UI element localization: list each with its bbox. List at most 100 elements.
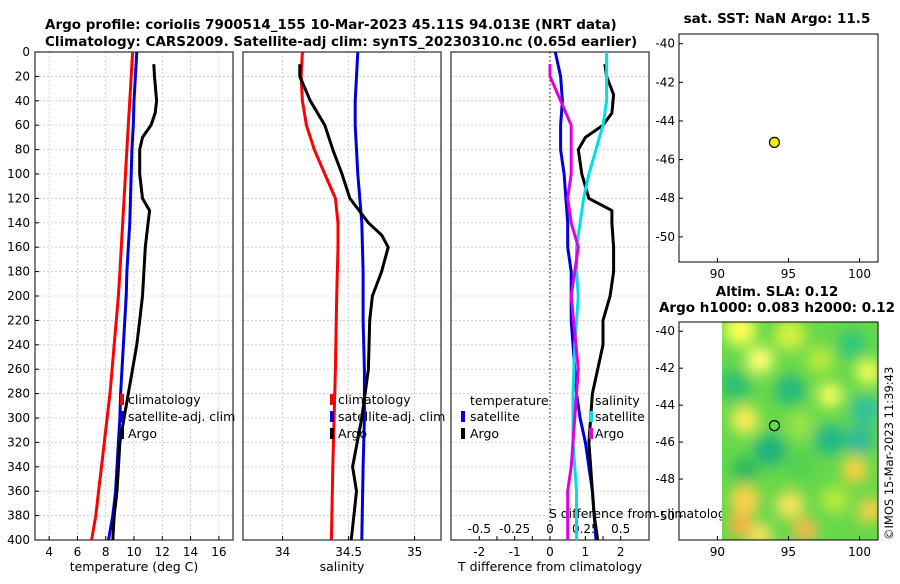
sla-blob: [731, 406, 759, 434]
series-line-salinity-argo: [548, 64, 580, 540]
series-group: [548, 52, 616, 540]
series-group: [298, 52, 390, 540]
y-tick-label: 240: [7, 338, 30, 352]
x-tick-label: 100: [848, 267, 871, 281]
sla-blob: [793, 518, 817, 540]
s-tick-label: 0.25: [572, 522, 599, 536]
sla-blob: [754, 434, 786, 466]
series-line-argo: [298, 64, 390, 540]
legend-label: climatology: [338, 392, 411, 407]
y-tick-label: 80: [15, 143, 30, 157]
legend-swatch: [461, 428, 465, 439]
difference-panel: -2 -1 0 1 2-0.5 -0.25 0 0.25 0.5S difference fro…: [450, 51, 734, 574]
y-tick-label: 0: [22, 45, 30, 59]
sla-blob: [746, 346, 774, 374]
legend-swatch: [120, 411, 124, 422]
legend-swatch: [330, 394, 334, 405]
x-tick-label: 90: [710, 545, 725, 559]
legend-label: satellite-adj. clim: [128, 409, 235, 424]
sla-blob: [838, 518, 862, 540]
y-tick-label: 160: [7, 240, 30, 254]
series-line-climatology: [299, 52, 340, 540]
s-tick-label: 0.5: [611, 522, 630, 536]
y-tick-label: 220: [7, 313, 30, 327]
y-tick-label: -46: [655, 435, 675, 449]
y-tick-label: 320: [7, 435, 30, 449]
sla-blob: [774, 322, 806, 351]
sla-blob: [858, 498, 878, 522]
sla-blob: [724, 322, 756, 346]
series-line-salinity-satellite: [571, 52, 609, 540]
legend-title: temperature: [470, 393, 549, 408]
s-tick-label: -0.25: [499, 522, 530, 536]
sla-blob: [850, 395, 878, 425]
temperature-panel: 4 6 8 10 12 14 1602040608010012014016018020022…: [7, 45, 235, 574]
sla-blob: [730, 485, 760, 515]
argo-position-marker: [768, 136, 781, 148]
y-tick-label: -42: [655, 75, 675, 89]
legend-label: Argo: [338, 426, 367, 441]
sla-field: [722, 322, 878, 540]
y-tick-label: 400: [7, 533, 30, 547]
legend-swatch: [330, 411, 334, 422]
title-line-1: Argo profile: coriolis 7900514_155 10-Ma…: [45, 17, 617, 33]
sla-blob: [786, 451, 814, 479]
s-tick-label: -0.5: [468, 522, 491, 536]
x-tick-label: -1: [509, 545, 521, 559]
y-tick-label: 360: [7, 484, 30, 498]
sla-blob: [821, 486, 849, 514]
x-tick-label: -2: [473, 545, 485, 559]
map-title: Argo h1000: 0.083 h2000: 0.12: [659, 300, 895, 316]
x-tick-label: 100: [848, 545, 871, 559]
sla-blob: [776, 491, 804, 519]
map-title: Altim. SLA: 0.12: [716, 284, 838, 300]
sla-blob: [806, 346, 834, 374]
map-title: sat. SST: NaN Argo: 11.5: [684, 11, 871, 27]
sla-blob: [837, 330, 867, 360]
y-tick-label: -48: [655, 472, 675, 486]
legend-label: Argo: [470, 426, 499, 441]
imos-timestamp: ©IMOS 15-Mar-2023 11:39:43: [882, 367, 896, 540]
x-tick-label: 1: [582, 545, 590, 559]
y-tick-label: -40: [655, 324, 675, 338]
sla-blob: [856, 360, 878, 384]
sla-blob: [728, 513, 752, 537]
y-tick-label: -42: [655, 361, 675, 375]
salinity-panel: 34 34.5 35 salinity climatology satellite-adj…: [242, 51, 445, 574]
y-tick-label: 300: [7, 411, 30, 425]
sla-blob: [818, 383, 842, 407]
y-tick-label: -44: [655, 398, 675, 412]
sla-blobs: [722, 322, 878, 540]
grid: [243, 51, 441, 541]
legend-title: salinity: [595, 393, 640, 408]
x-tick-label: 0: [546, 545, 554, 559]
legend-label: satellite: [595, 409, 645, 424]
legend-swatch: [461, 411, 465, 422]
sla-blob: [748, 523, 772, 540]
argo-position-marker: [768, 420, 781, 432]
series-line-satellite-adj-clim: [353, 52, 366, 540]
x-tick-label: 8: [102, 545, 110, 559]
x-tick-label: 16: [211, 545, 226, 559]
x-tick-label: 14: [183, 545, 198, 559]
y-tick-label: 100: [7, 167, 30, 181]
y-tick-label: -44: [655, 114, 675, 128]
map-frame: [678, 321, 879, 541]
sla-blob: [846, 426, 874, 454]
legend-label: satellite-adj. clim: [338, 409, 445, 424]
y-tick-label: 20: [15, 69, 30, 83]
x-axis-label: salinity: [320, 559, 365, 574]
legend-label: Argo: [595, 426, 624, 441]
y-tick-label: 380: [7, 509, 30, 523]
sla-blob: [842, 457, 868, 483]
series-line-temperature-argo: [576, 63, 616, 540]
x-tick-label: 10: [126, 545, 141, 559]
x-tick-label: 4: [45, 545, 53, 559]
x-axis-label: T difference from climatology: [457, 559, 643, 574]
legend-swatch: [120, 428, 124, 439]
sst-map-panel: 90 95 100 -40 -42 -44 -46 -48 -50 sat. SST: NaN A…: [655, 11, 879, 281]
y-tick-label: -40: [655, 37, 675, 51]
x-axis-label: temperature (deg C): [70, 559, 199, 574]
y-tick-label: 260: [7, 362, 30, 376]
